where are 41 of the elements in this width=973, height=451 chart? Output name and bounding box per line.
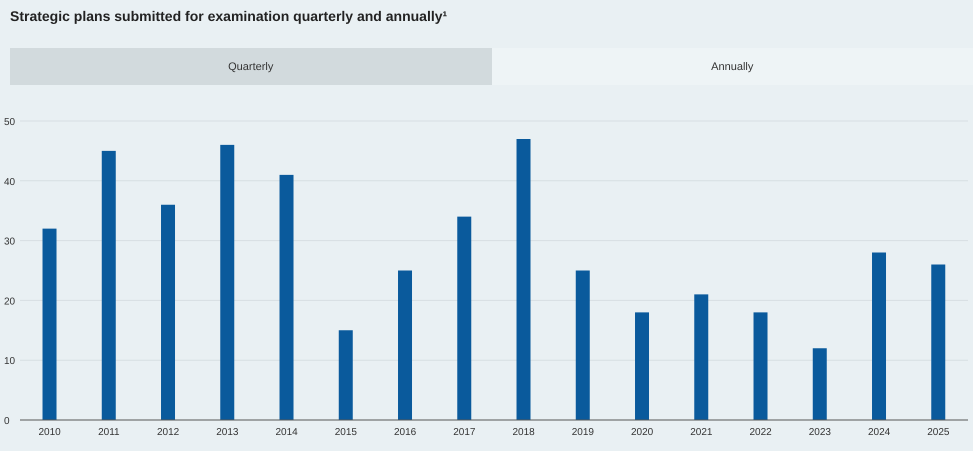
- x-tick-label: 2010: [38, 427, 62, 438]
- bar: [754, 312, 768, 420]
- bar: [398, 270, 412, 420]
- bar: [280, 174, 294, 420]
- x-tick-label: 2011: [98, 427, 120, 438]
- bar: [42, 228, 57, 420]
- y-tick-label: 40: [4, 176, 16, 188]
- text: Annually: [492, 48, 973, 85]
- x-tick-label: 2013: [216, 427, 239, 438]
- bar: [161, 204, 176, 420]
- x-tick-label: 2012: [157, 427, 180, 438]
- x-tick-label: 2014: [276, 427, 298, 438]
- y-tick-label: 0: [4, 416, 10, 427]
- x-tick-label: 2023: [808, 427, 832, 438]
- bar: [338, 330, 353, 420]
- bar: [220, 144, 234, 420]
- bar: [872, 252, 886, 420]
- x-tick-label: 2022: [750, 427, 772, 438]
- x-tick-label: 2019: [572, 427, 594, 438]
- y-tick-label: 20: [4, 296, 16, 308]
- bar: [931, 264, 946, 420]
- bar: [694, 294, 708, 420]
- x-tick-label: 2015: [334, 427, 358, 438]
- x-tick-label: 2025: [927, 427, 950, 438]
- y-tick-label: 30: [4, 236, 16, 248]
- x-tick-label: 2017: [453, 427, 476, 438]
- x-tick-label: 2016: [394, 427, 417, 438]
- bar: [102, 150, 116, 420]
- bar: [635, 312, 650, 420]
- y-tick-label: 50: [4, 117, 16, 128]
- bar: [457, 216, 472, 420]
- y-tick-label: 10: [4, 356, 16, 368]
- bar: [576, 270, 590, 420]
- bar: [516, 138, 531, 420]
- x-tick-label: 2020: [631, 427, 654, 438]
- text: Quarterly: [10, 48, 492, 85]
- bar: [812, 348, 827, 420]
- chart-title: Strategic plans submitted for examination quarterly and annually¹: [10, 8, 448, 24]
- x-tick-label: 2021: [690, 427, 713, 438]
- x-tick-label: 2024: [868, 427, 891, 438]
- x-tick-label: 2018: [512, 427, 536, 438]
